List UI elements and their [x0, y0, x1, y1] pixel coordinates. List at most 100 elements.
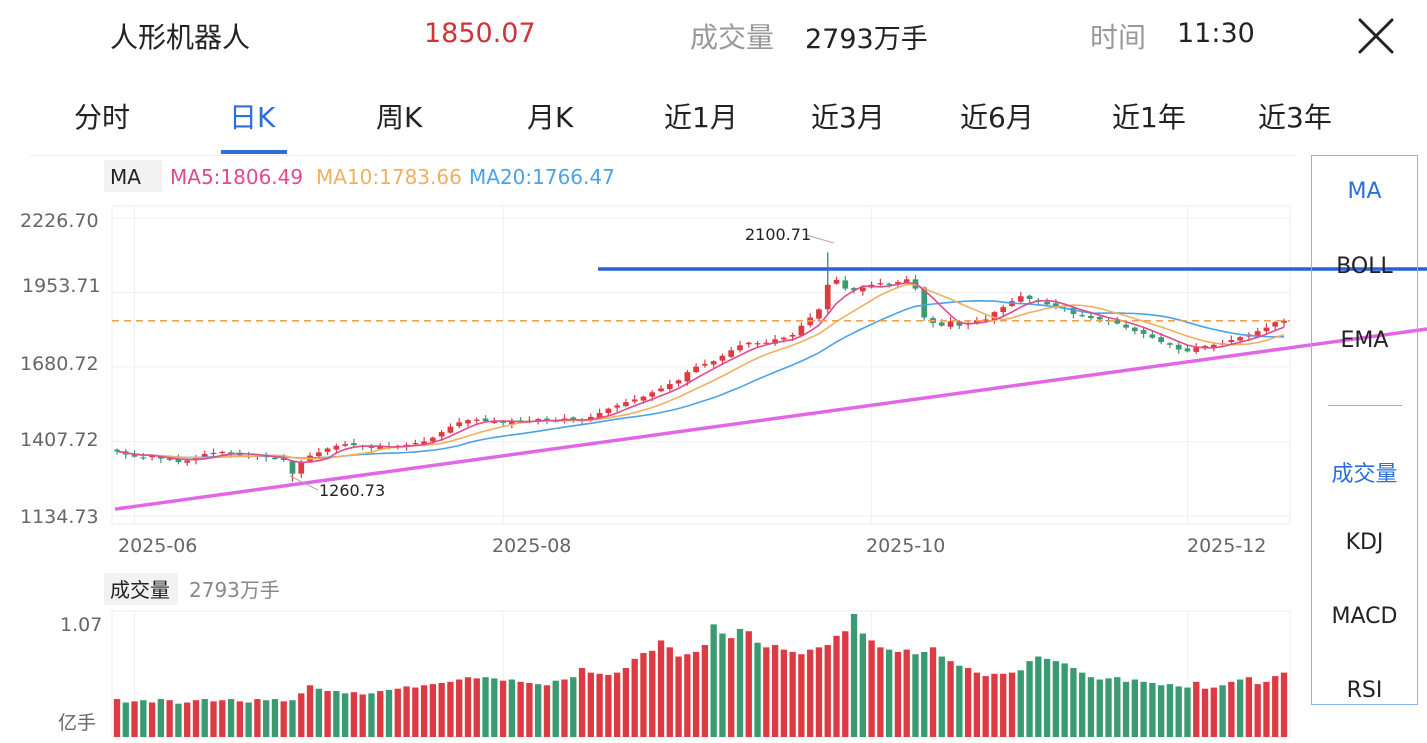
indicator-panel	[1311, 155, 1418, 705]
volume-bar	[859, 633, 866, 737]
x-tick-label: 2025-10	[866, 535, 945, 557]
candle-body	[149, 455, 155, 458]
volume-bar	[122, 702, 129, 737]
volume-bar	[692, 651, 700, 737]
tab-1-month[interactable]: 近1月	[664, 101, 738, 134]
candle-body	[342, 444, 348, 446]
candle-body	[1254, 331, 1261, 336]
volume-bar	[587, 672, 594, 737]
tab-weekly-k[interactable]: 周K	[376, 101, 423, 134]
tabs-divider	[30, 155, 1295, 156]
volume-bar	[289, 700, 296, 737]
ma5-line	[116, 281, 1285, 464]
indicator-kdj[interactable]: KDJ	[1345, 530, 1384, 555]
volume-bar	[1201, 688, 1209, 737]
volume-bar	[763, 647, 770, 737]
ma-legend-box	[104, 160, 162, 192]
volume-bar	[131, 701, 138, 737]
candle-body	[658, 388, 664, 392]
volume-bar	[929, 647, 937, 737]
candle-body	[421, 441, 427, 445]
volume-bar	[1193, 681, 1200, 737]
tab-3-years[interactable]: 近3年	[1258, 101, 1332, 134]
tab-daily-k[interactable]: 日K	[229, 101, 276, 134]
indicator-macd[interactable]: MACD	[1331, 604, 1398, 629]
volume-bar	[157, 699, 165, 737]
candle-body	[1149, 334, 1156, 338]
indicator-volume[interactable]: 成交量	[1331, 462, 1398, 487]
volume-bar	[640, 653, 647, 737]
volume-bar	[754, 642, 761, 737]
candle-body	[737, 345, 743, 351]
volume-bar	[561, 679, 568, 737]
candle-body	[412, 443, 419, 445]
high-annotation-leader	[805, 234, 835, 244]
indicator-rsi[interactable]: RSI	[1346, 678, 1383, 703]
volume-bar	[613, 672, 621, 737]
volume-bar	[526, 682, 533, 737]
volume-bar	[1043, 658, 1051, 737]
candle-body	[982, 319, 989, 321]
indicator-boll[interactable]: BOLL	[1336, 254, 1393, 279]
candle-body	[921, 287, 928, 318]
candle-body	[649, 392, 656, 397]
ma-legend-label: MA	[110, 165, 141, 189]
candle-body	[614, 405, 620, 408]
volume-panel-border	[111, 610, 1291, 738]
candle-body	[193, 457, 199, 460]
volume-bar	[1175, 686, 1182, 737]
ma5-legend: MA5:1806.49	[170, 165, 303, 189]
indicator-ema[interactable]: EMA	[1340, 328, 1389, 353]
volume-bar	[341, 693, 349, 737]
candle-body	[947, 321, 954, 327]
tab-intraday[interactable]: 分时	[74, 101, 131, 134]
volume-bar	[850, 614, 858, 737]
volume-bar	[350, 692, 358, 737]
volume-bar	[745, 631, 752, 737]
candle-body	[956, 321, 963, 326]
volume-bar	[368, 693, 375, 737]
candle-body	[324, 448, 331, 452]
volume-label: 成交量	[690, 21, 775, 54]
volume-bar	[1272, 676, 1279, 737]
tab-6-months[interactable]: 近6月	[960, 101, 1034, 134]
close-icon[interactable]	[1352, 12, 1400, 60]
index-price: 1850.07	[424, 18, 536, 49]
volume-bar	[113, 699, 121, 737]
y-tick-label: 1134.73	[20, 506, 99, 528]
volume-bar	[578, 668, 586, 737]
tab-monthly-k[interactable]: 月K	[527, 101, 574, 134]
candle-body	[605, 408, 612, 414]
indicator-ma[interactable]: MA	[1347, 179, 1382, 204]
candle-body	[1237, 337, 1243, 341]
volume-bar	[1000, 673, 1007, 737]
candle-body	[781, 337, 787, 340]
candle-body	[438, 432, 445, 437]
volume-bar	[982, 676, 989, 737]
volume-bar	[947, 661, 954, 737]
volume-bar	[780, 649, 788, 737]
candle-body	[851, 288, 857, 291]
tab-1-year[interactable]: 近1年	[1112, 101, 1186, 134]
candle-body	[895, 282, 901, 284]
candle-body	[1044, 301, 1050, 305]
volume-bar	[1008, 672, 1016, 737]
volume-value: 2793万手	[805, 24, 928, 55]
candle-body	[754, 343, 761, 345]
volume-bar	[298, 693, 305, 737]
candle-body	[430, 437, 436, 442]
volume-bar	[894, 651, 902, 737]
tab-3-months[interactable]: 近3月	[811, 101, 885, 134]
x-tick-label: 2025-12	[1187, 535, 1266, 557]
candle-body	[1263, 327, 1270, 332]
volume-bar	[807, 649, 814, 737]
volume-bar	[517, 681, 524, 737]
candle-body	[745, 342, 752, 345]
candle-body	[491, 421, 498, 423]
volume-bar	[1280, 672, 1288, 737]
volume-bar	[885, 649, 893, 737]
volume-bar	[148, 702, 156, 737]
candle-body	[903, 279, 910, 284]
candle-body	[140, 457, 147, 459]
